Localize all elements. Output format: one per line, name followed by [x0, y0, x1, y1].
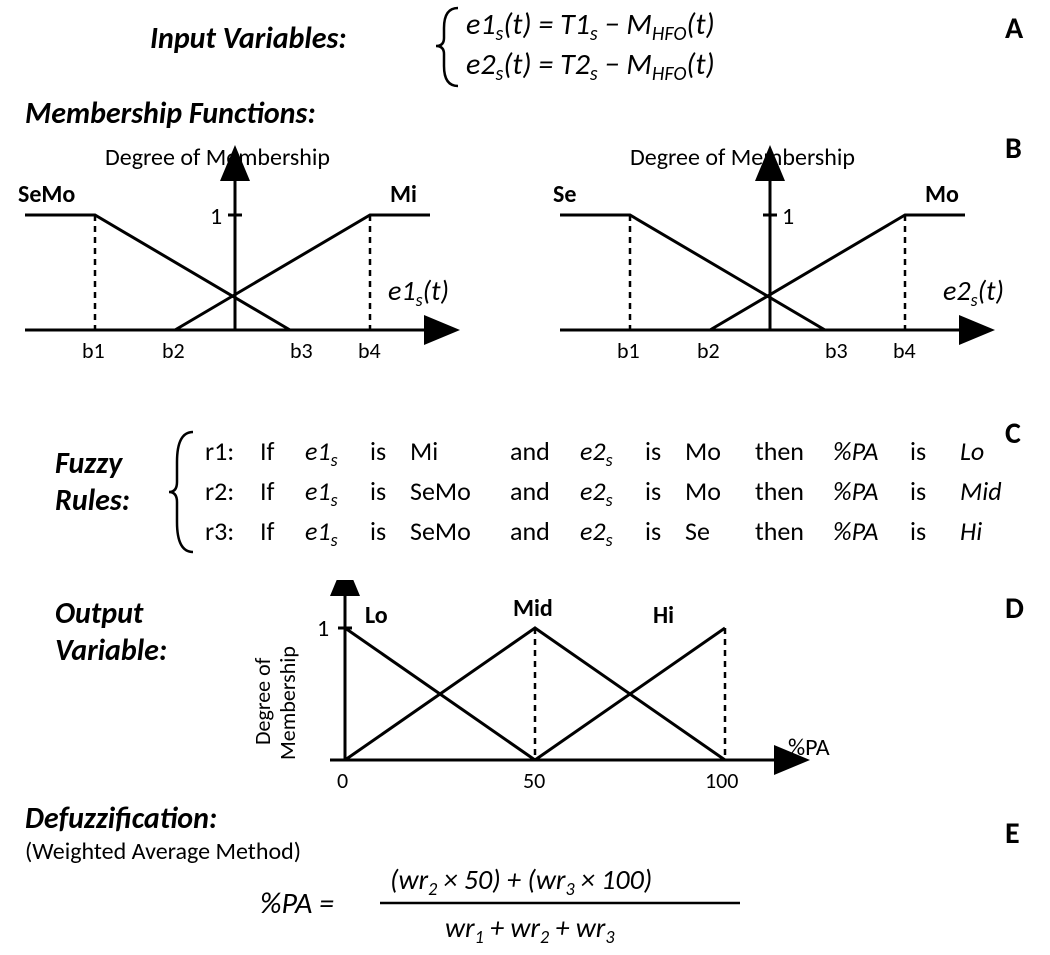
svg-text:e1s: e1s [305, 435, 338, 471]
svg-text:e1s(t) = T1s − MHFO(t): e1s(t) = T1s − MHFO(t) [466, 6, 715, 46]
svg-text:and: and [510, 515, 550, 547]
svg-text:1: 1 [210, 202, 222, 231]
svg-text:is: is [910, 435, 926, 467]
svg-text:Lo: Lo [365, 601, 388, 630]
heading-fuzzy-rules-2: Rules: [55, 482, 130, 519]
heading-input-vars: Input Variables: [150, 20, 347, 57]
svg-text:%PA: %PA [833, 515, 878, 547]
svg-text:b3: b3 [290, 337, 313, 364]
svg-text:Mo: Mo [685, 435, 721, 467]
svg-text:is: is [645, 435, 661, 467]
svg-text:wr1 + wr2 + wr3: wr1 + wr2 + wr3 [445, 910, 615, 948]
svg-text:e1s(t): e1s(t) [388, 273, 449, 311]
page: A B C D E Input Variables: e1s(t) = T1s … [0, 0, 1050, 954]
svg-text:b2: b2 [162, 337, 185, 364]
section-letter-e: E [1005, 815, 1020, 852]
svg-text:then: then [755, 435, 804, 467]
svg-text:r2:: r2: [205, 475, 234, 507]
svg-text:e2s: e2s [580, 475, 613, 511]
svg-text:and: and [510, 435, 550, 467]
svg-text:Hi: Hi [653, 601, 674, 630]
svg-text:100: 100 [705, 767, 738, 794]
svg-text:0: 0 [337, 767, 348, 794]
svg-text:Mi: Mi [390, 180, 417, 209]
svg-text:If: If [260, 435, 275, 467]
heading-fuzzy-rules-1: Fuzzy [55, 445, 122, 482]
svg-text:b4: b4 [893, 337, 916, 364]
svg-text:e2s(t) = T2s − MHFO(t): e2s(t) = T2s − MHFO(t) [466, 46, 715, 86]
svg-text:is: is [645, 515, 661, 547]
heading-membership: Membership Functions: [25, 95, 316, 132]
svg-text:If: If [260, 515, 275, 547]
svg-text:b4: b4 [358, 337, 381, 364]
svg-text:Hi: Hi [960, 515, 982, 547]
svg-text:e2s: e2s [580, 435, 613, 471]
svg-text:Se: Se [685, 515, 710, 547]
svg-text:%PA =: %PA = [260, 885, 334, 922]
svg-text:If: If [260, 475, 275, 507]
svg-text:Mo: Mo [685, 475, 721, 507]
svg-text:Lo: Lo [960, 435, 984, 467]
svg-text:Se: Se [553, 180, 576, 209]
svg-text:is: is [910, 475, 926, 507]
svg-text:Degree of Membership: Degree of Membership [630, 143, 855, 172]
svg-text:e1s: e1s [305, 515, 338, 551]
svg-text:50: 50 [523, 767, 545, 794]
svg-text:b1: b1 [82, 337, 105, 364]
svg-text:is: is [645, 475, 661, 507]
svg-text:is: is [370, 515, 386, 547]
svg-text:e2s: e2s [580, 515, 613, 551]
svg-text:e1s: e1s [305, 475, 338, 511]
svg-text:%PA: %PA [833, 435, 878, 467]
svg-text:(wr2 × 50) + (wr3 × 100): (wr2 × 50) + (wr3 × 100) [390, 862, 652, 900]
svg-text:SeMo: SeMo [410, 515, 471, 547]
svg-text:Degree of: Degree of [249, 657, 276, 745]
section-letter-d: D [1005, 590, 1024, 627]
svg-text:is: is [370, 435, 386, 467]
svg-text:SeMo: SeMo [18, 180, 75, 209]
svg-text:1: 1 [317, 614, 329, 643]
svg-text:and: and [510, 475, 550, 507]
svg-text:is: is [370, 475, 386, 507]
heading-defuzz: Defuzzification: [25, 800, 217, 837]
defuzz-equation: %PA = (wr2 × 50) + (wr3 × 100) wr1 + wr2… [260, 855, 960, 955]
heading-output-var-1: Output [55, 595, 143, 632]
fuzzy-rules-block: r1: If e1s is Mi and e2s is Mo then %PA … [165, 420, 1025, 570]
svg-text:then: then [755, 515, 804, 547]
svg-text:Mid: Mid [960, 475, 1002, 507]
svg-text:%PA: %PA [788, 733, 830, 762]
svg-text:Mo: Mo [925, 180, 959, 209]
svg-text:b3: b3 [825, 337, 848, 364]
svg-text:b2: b2 [697, 337, 720, 364]
svg-text:Membership: Membership [274, 646, 301, 760]
input-equations: e1s(t) = T1s − MHFO(t) e2s(t) = T2s − MH… [430, 0, 1050, 95]
svg-text:SeMo: SeMo [410, 475, 471, 507]
svg-text:%PA: %PA [833, 475, 878, 507]
svg-text:Mid: Mid [513, 594, 553, 623]
svg-text:Mi: Mi [410, 435, 438, 467]
svg-text:r1:: r1: [205, 435, 234, 467]
svg-text:is: is [910, 515, 926, 547]
svg-text:e2s(t): e2s(t) [943, 273, 1004, 311]
output-chart: Degree of Membership 1 Lo Mid Hi %PA 0 5… [235, 580, 855, 810]
membership-chart-right: Degree of Membership 1 Se Mo e2s(t) b1 b… [545, 140, 1045, 400]
svg-text:then: then [755, 475, 804, 507]
svg-text:r3:: r3: [205, 515, 234, 547]
svg-text:1: 1 [782, 202, 794, 231]
membership-chart-left: Degree of Membership 1 SeMo Mi e1s(t) b1… [10, 140, 510, 400]
svg-text:b1: b1 [617, 337, 640, 364]
heading-output-var-2: Variable: [55, 632, 167, 669]
svg-text:Degree of Membership: Degree of Membership [105, 143, 330, 172]
